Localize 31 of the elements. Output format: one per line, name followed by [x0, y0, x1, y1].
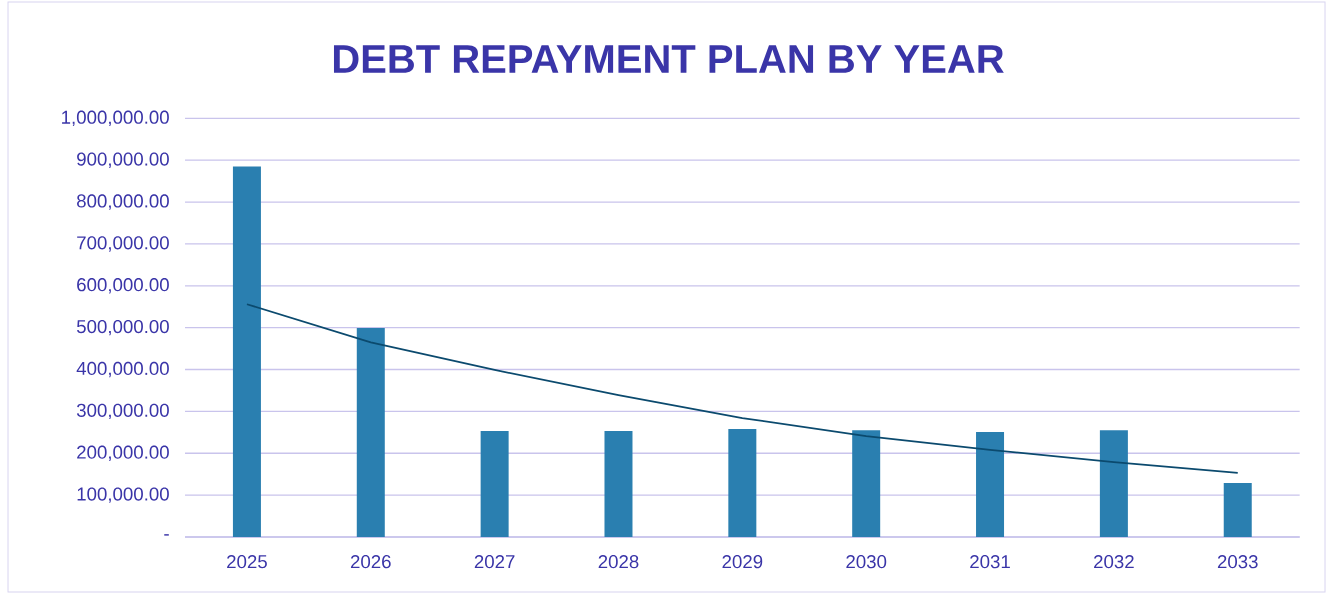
line-series: [246, 303, 1239, 474]
bar: [852, 430, 881, 537]
bar: [1223, 482, 1252, 537]
y-tick-label: 700,000.00: [77, 236, 169, 252]
x-tick-label: 2025: [227, 555, 267, 569]
x-tick-label: 2032: [1094, 555, 1134, 569]
y-tick-label: 300,000.00: [76, 403, 169, 420]
bar: [1099, 430, 1128, 537]
x-tick-label: 2027: [474, 555, 515, 569]
y-tick-label: 500,000.00: [76, 319, 169, 336]
y-tick-label: 800,000.00: [77, 194, 169, 210]
y-tick-label: 900,000.00: [77, 152, 169, 168]
y-tick-label: 1,000,000.00: [62, 110, 169, 127]
bar: [232, 166, 261, 537]
bar: [480, 431, 509, 537]
y-tick-label: 400,000.00: [76, 361, 169, 378]
bar: [356, 328, 385, 537]
bar: [728, 428, 757, 537]
bar: [604, 431, 633, 537]
x-tick-label: 2026: [350, 555, 391, 569]
y-tick-label: 100,000.00: [77, 487, 169, 503]
x-tick-label: 2029: [722, 555, 763, 569]
x-tick-label: 2031: [970, 555, 1010, 569]
chart-title: DEBT REPAYMENT PLAN BY YEAR: [333, 45, 1004, 73]
x-tick-label: 2030: [846, 555, 887, 569]
y-tick-label: 200,000.00: [77, 445, 169, 461]
x-tick-label: 2033: [1217, 555, 1258, 569]
bar: [976, 431, 1005, 537]
y-tick-label: 600,000.00: [77, 278, 169, 294]
y-tick-label: -: [164, 534, 169, 536]
x-tick-label: 2028: [598, 555, 639, 569]
